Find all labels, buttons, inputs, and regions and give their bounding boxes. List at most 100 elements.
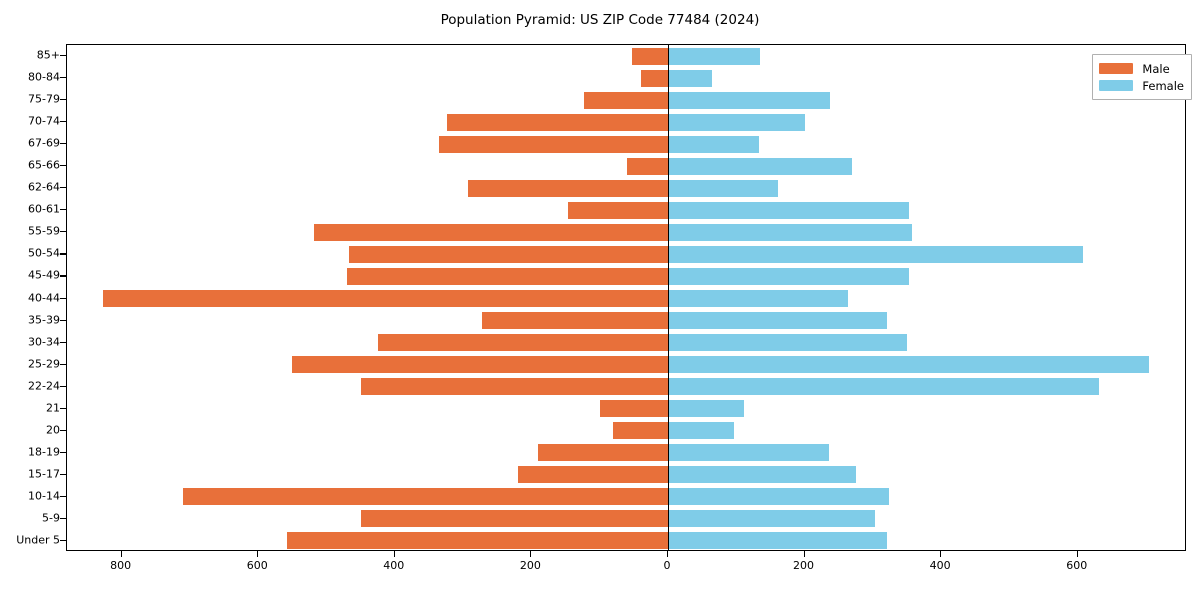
pyramid-row [67,488,1185,506]
pyramid-row [67,334,1185,352]
bar-female [667,488,889,506]
y-tick-label: 21 [46,401,60,415]
x-tick-mark [530,551,532,557]
pyramid-row [67,444,1185,462]
y-tick-label: 35-39 [28,313,60,327]
y-tick-label: 40-44 [28,291,60,304]
pyramid-row [67,223,1185,241]
x-tick-label: 800 [110,559,132,572]
y-tick-mark [60,341,66,343]
bar-female [667,334,907,352]
pyramid-row [67,532,1185,550]
pyramid-row [67,135,1185,153]
y-tick-mark [60,253,66,255]
y-tick-label: 62-64 [28,180,60,194]
y-tick-mark [60,165,66,167]
bar-male [292,356,668,374]
bar-male [537,444,668,462]
y-tick-label: 50-54 [28,246,60,260]
bar-female [667,91,830,109]
bar-male [183,488,668,506]
legend-swatch [1099,63,1134,74]
y-tick-mark [60,143,66,145]
bar-female [667,532,887,550]
y-tick-label: 5-9 [42,511,60,525]
pyramid-row [67,290,1185,307]
pyramid-row [67,466,1185,484]
bar-female [667,510,875,528]
x-tick-label: 400 [929,559,951,572]
y-axis-tick-labels: 85+ 80-84 75-79 70-74 67-69 65-66 62-64 60-61 55… [0,44,60,551]
y-tick-label: 60-61 [28,202,60,216]
x-axis-ticks-and-labels: 800 600 400 200 0 200 400 600 [66,551,1186,581]
legend-item: Male [1099,60,1184,77]
bar-female [667,290,849,307]
y-axis-ticks [60,44,66,551]
pyramid-row [67,267,1185,285]
bar-male [286,532,668,550]
y-tick-label: 30-34 [28,335,60,349]
bar-female [667,113,806,131]
y-tick-label: 80-84 [28,70,60,84]
zero-axis-line [667,45,670,550]
pyramid-row [67,510,1185,528]
pyramid-row [67,400,1185,418]
bar-female [667,47,761,65]
y-tick-mark [60,473,66,475]
pyramid-row [67,378,1185,396]
y-tick-label: 65-66 [28,158,60,172]
legend-label: Female [1142,78,1184,93]
y-tick-label: Under 5 [16,533,60,547]
pyramid-row [67,91,1185,109]
y-tick-mark [60,539,66,542]
pyramid-row [67,201,1185,219]
y-tick-label: 55-59 [28,224,60,238]
bar-male [632,47,668,65]
bar-male [347,267,668,285]
y-tick-mark [60,187,66,189]
bar-male [446,113,668,131]
y-tick-label: 18-19 [28,445,60,459]
chart-title: Population Pyramid: US ZIP Code 77484 (2… [440,12,760,28]
x-tick-label: 400 [383,559,405,572]
x-tick-mark [940,551,942,557]
x-tick-label: 0 [663,559,671,572]
x-tick-mark [120,551,122,557]
x-tick-label: 200 [519,559,541,572]
plot-area [66,44,1186,551]
y-tick-label: 70-74 [28,114,60,128]
y-tick-mark [60,77,66,79]
bar-male [518,466,668,484]
x-tick-mark [666,551,669,557]
pyramid-row [67,245,1185,263]
y-tick-mark [60,275,66,277]
legend-swatch [1099,80,1134,91]
y-tick-label: 67-69 [28,136,60,150]
y-tick-mark [60,407,66,409]
bar-male [640,69,668,87]
x-tick-mark [803,551,805,557]
pyramid-row [67,179,1185,197]
bar-female [667,356,1149,374]
bar-female [667,378,1099,396]
pyramid-row [67,422,1185,440]
y-tick-mark [60,517,66,520]
x-tick-mark [1076,551,1078,557]
y-tick-label: 85+ [36,48,60,62]
y-tick-mark [60,319,66,321]
pyramid-row [67,47,1185,65]
bar-male [481,312,668,330]
bar-male [349,245,668,263]
bar-male [314,223,668,241]
y-tick-label: 45-49 [28,268,60,282]
x-tick-mark [393,551,395,557]
bar-male [612,422,668,440]
y-tick-label: 15-17 [28,467,60,481]
bar-female [667,201,910,219]
x-tick-label: 600 [246,559,268,572]
bar-male [627,157,668,175]
y-tick-mark [60,121,66,123]
x-tick-label: 200 [793,559,815,572]
y-tick-mark [60,363,66,365]
legend-item: Female [1099,77,1184,94]
